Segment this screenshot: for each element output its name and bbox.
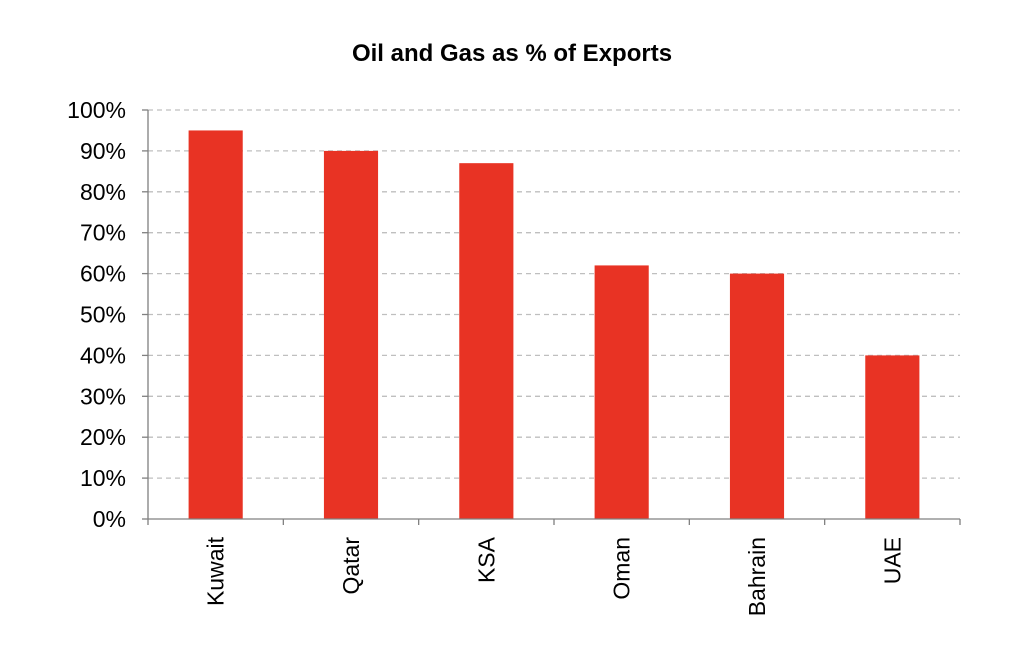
bar-qatar: [323, 150, 379, 519]
bar-ksa: [459, 163, 514, 520]
bar-kuwait: [188, 130, 243, 519]
y-tick-label: 60%: [80, 261, 126, 287]
y-tick-label: 90%: [80, 138, 126, 164]
x-tick-label: Kuwait: [203, 536, 229, 606]
y-tick-label: 10%: [80, 465, 126, 491]
bar-bahrain: [729, 273, 785, 519]
y-tick-label: 20%: [80, 424, 126, 450]
y-tick-label: 50%: [80, 302, 126, 328]
bar-oman: [594, 265, 649, 519]
x-tick-label: Bahrain: [744, 537, 770, 616]
x-tick-label: Qatar: [338, 537, 364, 595]
y-tick-label: 100%: [67, 97, 126, 123]
y-tick-label: 70%: [80, 220, 126, 246]
x-tick-label: KSA: [473, 536, 499, 583]
y-tick-labels: 0% 10% 20% 30% 40% 50% 60% 70% 80% 90% 100%: [67, 97, 126, 532]
grid-lines: [148, 109, 960, 479]
y-tick-label: 0%: [93, 506, 126, 532]
chart-title: Oil and Gas as % of Exports: [351, 40, 673, 67]
y-tick-label: 40%: [80, 342, 126, 368]
x-tick-label: Oman: [609, 537, 635, 600]
axes: [142, 109, 961, 525]
bar-uae: [865, 355, 920, 519]
x-tick-labels: Kuwait Qatar KSA Oman Bahrain UAE: [203, 536, 906, 616]
bars: [188, 130, 920, 520]
y-tick-label: 30%: [80, 383, 126, 409]
x-tick-label: UAE: [879, 537, 905, 584]
y-tick-label: 80%: [80, 179, 126, 205]
